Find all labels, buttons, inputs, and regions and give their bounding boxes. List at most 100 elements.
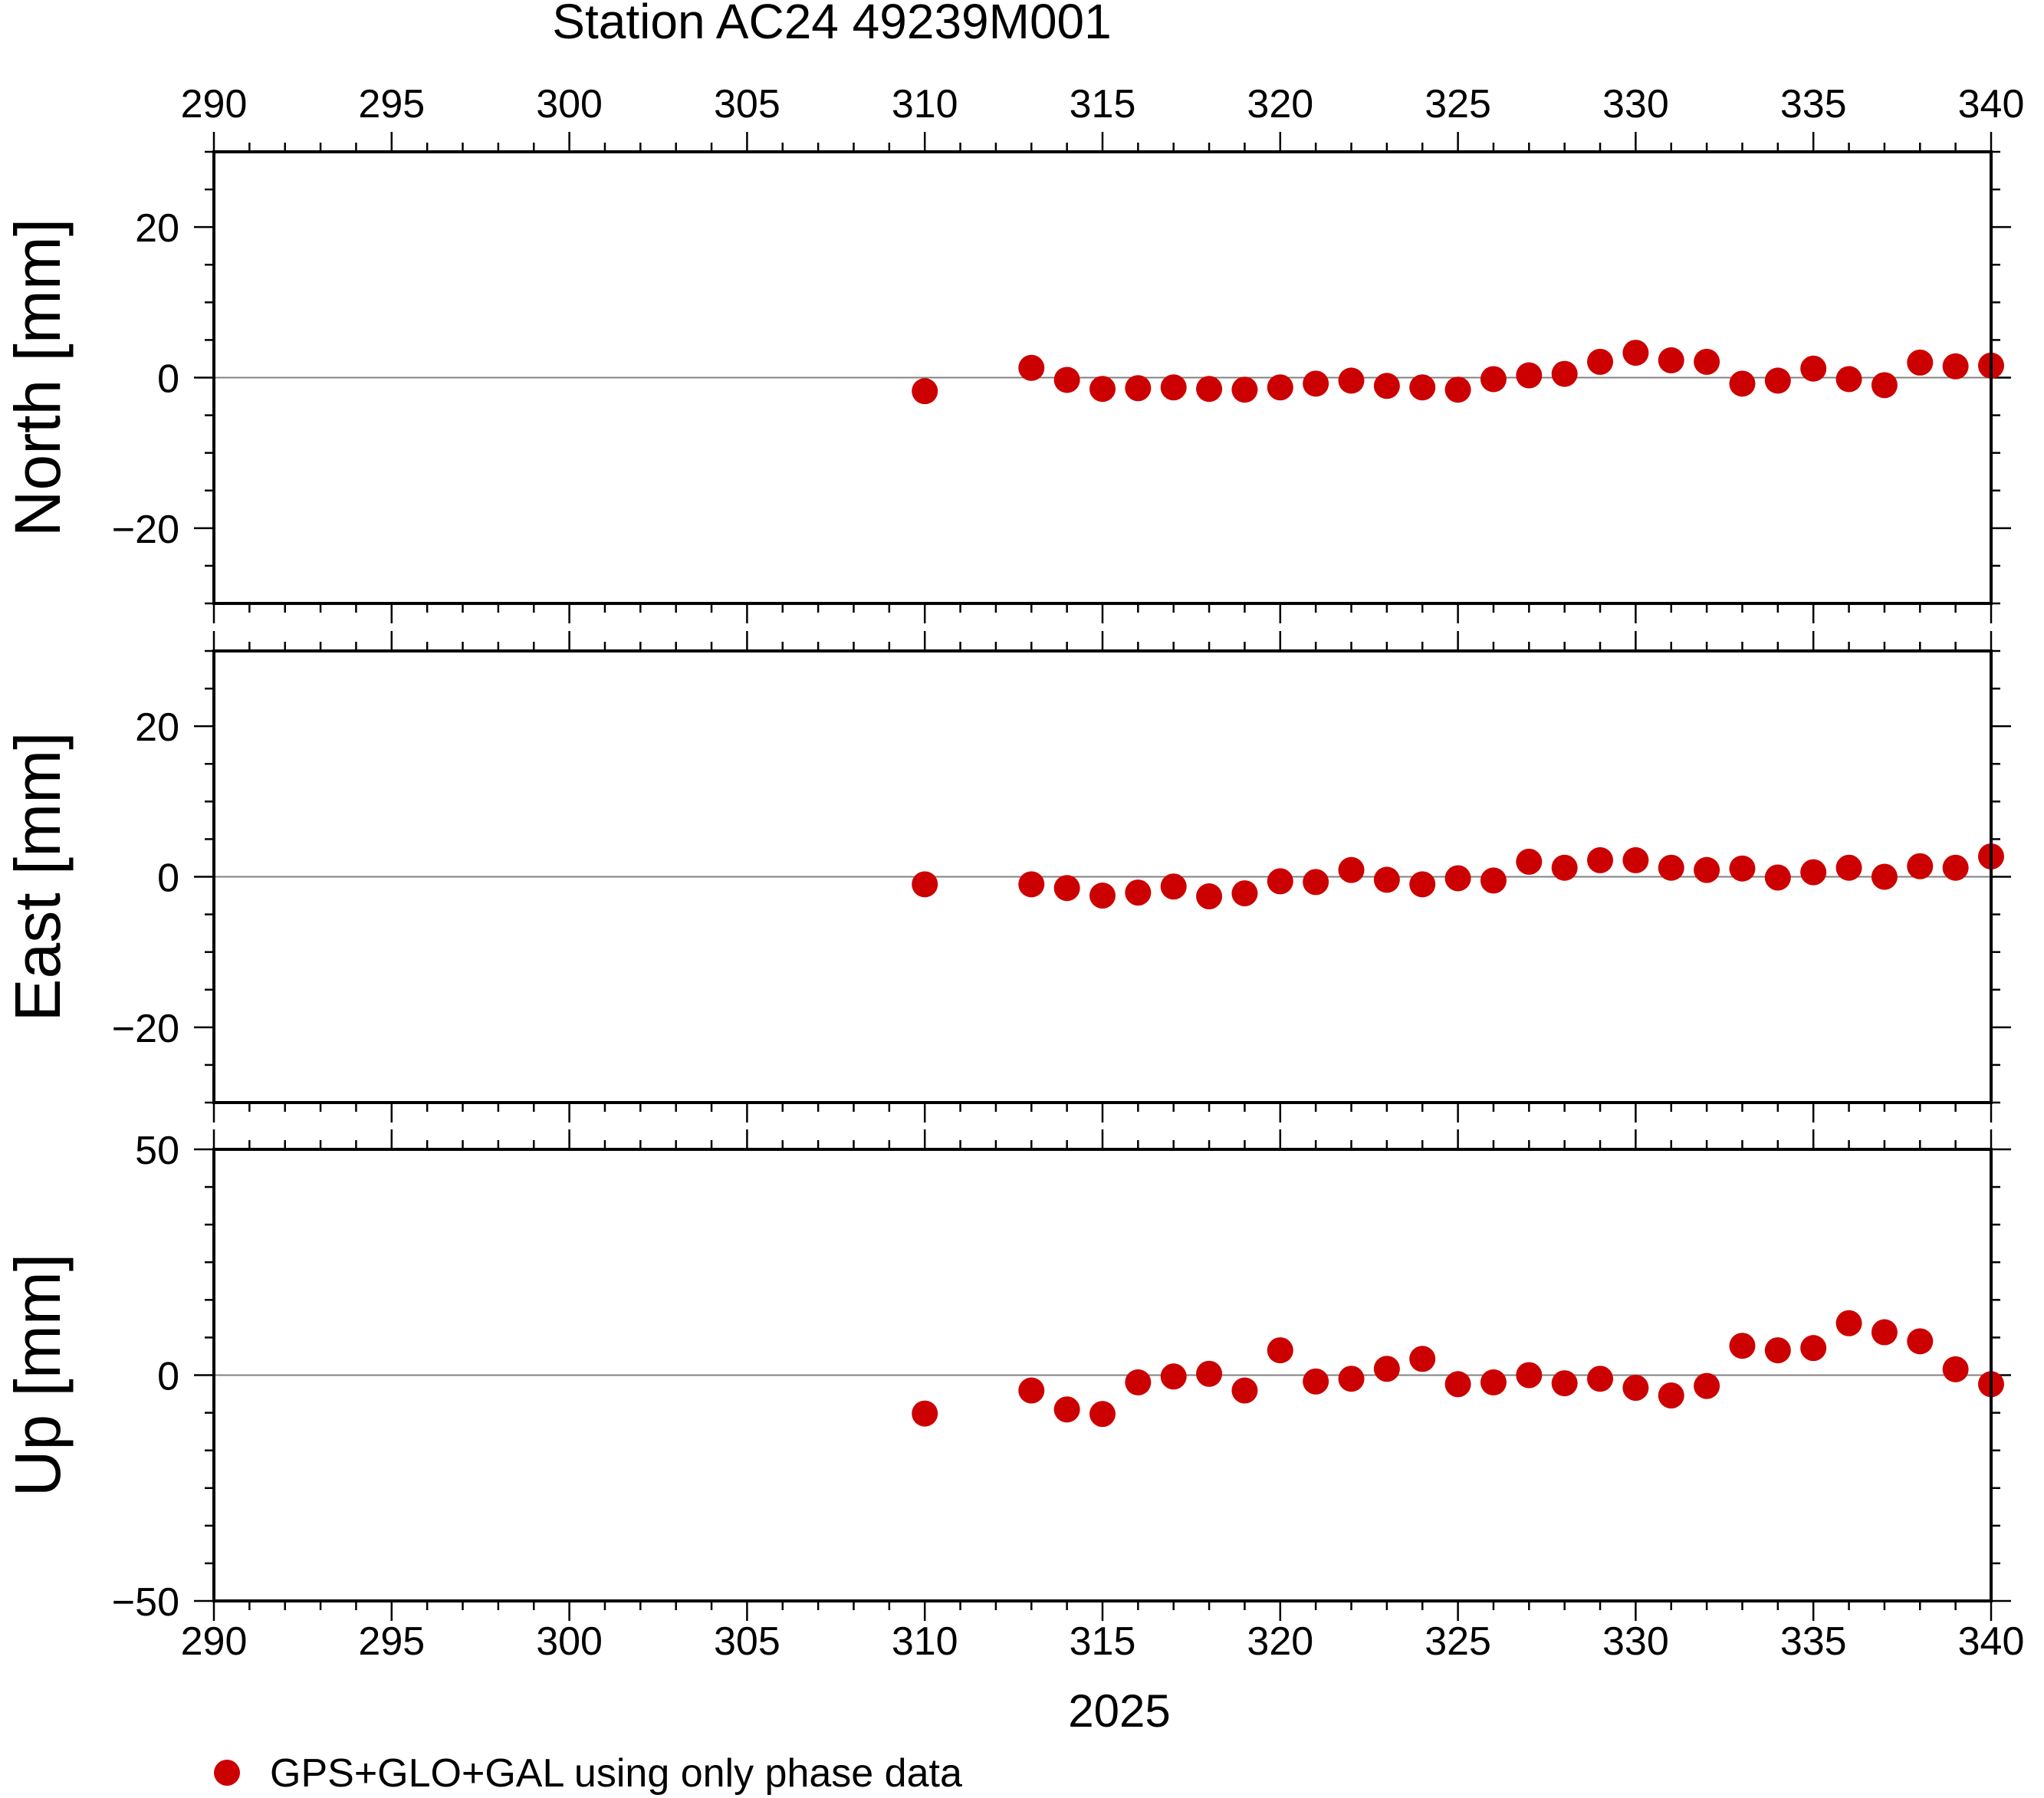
- data-point: [1018, 1377, 1045, 1404]
- data-point: [1338, 856, 1365, 883]
- x-tick-label: 330: [1602, 1619, 1669, 1664]
- y-tick-label: −20: [112, 508, 179, 552]
- data-point: [1196, 883, 1223, 910]
- data-point: [1622, 340, 1649, 367]
- x-tick-label: 340: [1958, 82, 2025, 127]
- data-point: [1160, 1363, 1187, 1390]
- x-tick-label: 290: [181, 1619, 248, 1664]
- data-point: [1942, 1356, 1969, 1382]
- plot-frame: [212, 150, 1993, 605]
- data-point: [1089, 883, 1116, 909]
- x-axis-label: 2025: [1068, 1685, 1170, 1737]
- data-point: [1800, 355, 1827, 382]
- data-point: [1196, 1360, 1223, 1387]
- data-point: [1764, 1337, 1791, 1364]
- data-point: [1303, 869, 1329, 896]
- data-point: [1764, 367, 1791, 394]
- plot-frame: [212, 1148, 1993, 1602]
- x-tick-label: 325: [1425, 82, 1491, 127]
- data-point: [1089, 1401, 1116, 1428]
- x-tick-label: 295: [358, 1619, 425, 1664]
- data-point: [1694, 1372, 1720, 1399]
- data-point: [912, 871, 938, 898]
- data-point: [1622, 1374, 1649, 1401]
- data-point: [912, 1400, 938, 1427]
- data-point: [1267, 374, 1293, 401]
- data-point: [1835, 854, 1862, 881]
- data-point: [1480, 867, 1507, 894]
- x-tick-label: 315: [1070, 82, 1136, 127]
- legend: GPS+GLO+GAL using only phase data: [214, 1751, 962, 1796]
- data-point: [1196, 376, 1223, 403]
- y-axis-label: Up [mm]: [2, 1254, 74, 1497]
- data-point: [1303, 1368, 1329, 1395]
- x-tick-label: 290: [181, 82, 248, 127]
- data-point: [1125, 375, 1152, 402]
- data-point: [1409, 374, 1436, 401]
- x-tick-label: 305: [714, 82, 780, 127]
- data-point: [1444, 376, 1471, 403]
- data-point: [1729, 1333, 1756, 1359]
- x-tick-label: 305: [714, 1619, 780, 1664]
- x-tick-label: 310: [892, 1619, 958, 1664]
- data-point: [1160, 873, 1187, 900]
- data-point: [1658, 1382, 1684, 1409]
- data-point: [1125, 1369, 1152, 1395]
- x-tick-label: 310: [892, 82, 958, 127]
- data-point: [1658, 347, 1684, 373]
- data-point: [1800, 859, 1827, 886]
- data-point: [1303, 370, 1329, 397]
- data-point: [1267, 1337, 1293, 1364]
- data-point: [1480, 1369, 1507, 1395]
- x-tick-label: 325: [1425, 1619, 1491, 1664]
- data-point: [1231, 880, 1258, 907]
- x-tick-label: 315: [1070, 1619, 1136, 1664]
- data-point: [1907, 1328, 1934, 1355]
- data-point: [1587, 1366, 1614, 1392]
- y-tick-label: 0: [157, 1355, 179, 1399]
- data-point: [912, 378, 938, 405]
- y-tick-label: 50: [135, 1129, 179, 1173]
- data-point: [1373, 373, 1400, 399]
- data-point: [1800, 1335, 1827, 1362]
- data-point: [1871, 863, 1898, 890]
- data-point: [1018, 354, 1045, 381]
- data-point: [1516, 848, 1543, 875]
- data-point: [1694, 856, 1720, 883]
- data-point: [1480, 366, 1507, 393]
- data-point: [1409, 871, 1436, 898]
- data-point: [1729, 855, 1756, 882]
- data-point: [1835, 1310, 1862, 1336]
- data-point: [1373, 866, 1400, 893]
- data-point: [1729, 370, 1756, 397]
- y-tick-label: 20: [135, 705, 179, 750]
- x-tick-label: 335: [1780, 82, 1847, 127]
- data-point: [1764, 864, 1791, 891]
- y-tick-label: −20: [112, 1007, 179, 1051]
- x-tick-label: 300: [536, 1619, 603, 1664]
- data-point: [1516, 362, 1543, 389]
- y-axis-label: East [mm]: [2, 731, 74, 1021]
- data-point: [1373, 1356, 1400, 1382]
- panel-up: −50 0 50 290 295 300 305 310 315 320 325 330 335 340 U…: [2, 1129, 2024, 1664]
- data-point: [1338, 1366, 1365, 1392]
- data-point: [1694, 348, 1720, 375]
- chart-title: Station AC24 49239M001: [552, 0, 1111, 49]
- x-tick-label: 320: [1247, 1619, 1313, 1664]
- data-point: [1551, 854, 1578, 881]
- data-point: [1942, 353, 1969, 380]
- data-point: [1871, 1319, 1898, 1346]
- data-point: [1338, 367, 1365, 394]
- data-point: [1231, 376, 1258, 403]
- x-tick-label: 340: [1958, 1619, 2025, 1664]
- panel-east: −20 0 20 East [mm]: [2, 631, 2011, 1123]
- data-point: [1587, 846, 1614, 873]
- data-point: [1231, 1377, 1258, 1404]
- x-tick-label: 330: [1602, 82, 1669, 127]
- panel-north: −20 0 20 290 295 300 305 310 315 320 325 330 335 340 N…: [2, 82, 2024, 623]
- data-point: [1267, 868, 1293, 895]
- data-point: [1444, 1371, 1471, 1398]
- data-point: [1942, 854, 1969, 881]
- data-point: [1053, 1396, 1080, 1423]
- legend-label: GPS+GLO+GAL using only phase data: [270, 1751, 962, 1796]
